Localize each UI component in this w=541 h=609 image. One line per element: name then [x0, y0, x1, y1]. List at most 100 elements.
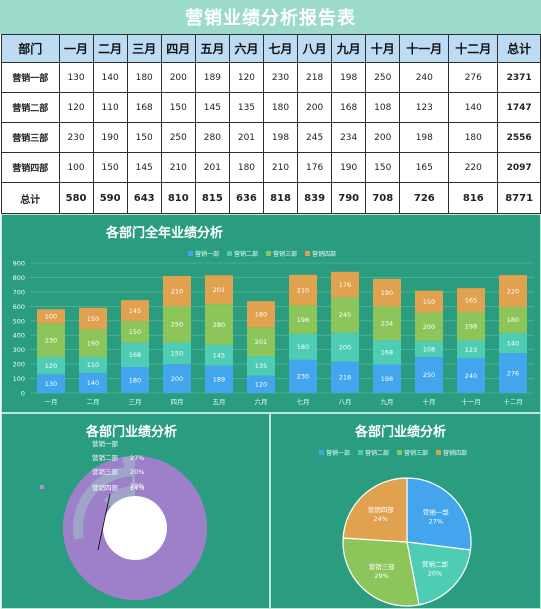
column-header: 部门 [1, 34, 60, 63]
bar-segment [121, 342, 149, 367]
value-cell: 150 [92, 152, 128, 183]
y-tick-label: 0 [21, 390, 25, 398]
bar-value-label: 135 [255, 362, 267, 370]
legend-swatch [358, 450, 364, 455]
radial-bar [63, 456, 207, 600]
bar-segment [37, 356, 65, 375]
x-tick-label: 十月 [423, 397, 436, 406]
bar-segment [163, 342, 191, 365]
x-tick-label: 十一月 [461, 397, 481, 406]
bar-segment [289, 359, 317, 393]
bar-segment [205, 365, 233, 393]
column-header: 六月 [228, 34, 264, 63]
radial-category-label: 营销四部 [92, 483, 119, 492]
bar-segment [79, 329, 107, 357]
value-cell: 201 [228, 122, 264, 153]
bar-segment [331, 297, 359, 333]
column-header: 九月 [331, 34, 367, 63]
bar-value-label: 140 [507, 339, 519, 347]
value-cell: 168 [126, 92, 162, 123]
value-cell: 250 [160, 122, 196, 153]
bar-segment [205, 304, 233, 345]
radial-value-label: 20% [130, 468, 144, 476]
value-cell: 218 [297, 62, 333, 93]
legend-label: 营销二部 [234, 251, 259, 258]
bar-segment [289, 333, 317, 360]
pie-panel: 各部门业绩分析 营销一部 营销二部 营销三部 营销四部 营销一部 27% 营销二部 20% 营… [270, 413, 541, 609]
column-header: 十二月 [448, 34, 499, 63]
pie-value-label: 27% [429, 518, 443, 526]
value-cell: 145 [194, 92, 230, 123]
bar-value-label: 240 [465, 372, 477, 380]
bar-value-label: 150 [87, 315, 99, 323]
pie-category-label: 营销一部 [423, 508, 450, 517]
pie-slice [342, 477, 408, 543]
column-header: 四月 [160, 34, 196, 63]
bar-value-label: 220 [507, 287, 519, 295]
radial-bar-panel: 各部门业绩分析 营销一部 27% 营销二部 20% 营销三部 29% 营销四部 24% [1, 413, 270, 609]
sum-value-cell: 636 [228, 182, 264, 214]
bar-segment [247, 301, 275, 328]
value-cell: 176 [297, 152, 333, 183]
column-header: 五月 [194, 34, 230, 63]
stacked-bar-chart: 0 100 200 300 400 500 600 700 800 900 130 120 230 100… [13, 260, 534, 406]
bar-segment [289, 274, 317, 306]
bar-segment [331, 361, 359, 393]
sum-row: 总计 580 590 643 810 815 636 818 839 790 708 726 816 87… [1, 182, 541, 214]
bar-segment [331, 271, 359, 298]
value-cell: 276 [448, 62, 499, 93]
bar-segment [205, 275, 233, 305]
sum-value-cell: 726 [399, 182, 450, 214]
value-cell: 210 [262, 152, 299, 183]
bar-value-label: 210 [171, 287, 183, 295]
pie-slice [406, 477, 472, 551]
legend-label: 营销一部 [326, 450, 351, 457]
legend-label: 营销三部 [404, 450, 429, 457]
y-tick-label: 700 [13, 288, 25, 296]
table-row: 营销四部 100 150 145 210 201 180 210 176 190 150 165 220… [1, 152, 541, 183]
legend-label: 营销三部 [273, 251, 298, 258]
sum-value-cell: 816 [448, 182, 499, 214]
bar-value-label: 130 [45, 380, 57, 388]
legend-item: 营销一部 [188, 249, 219, 258]
bar-segment [121, 300, 149, 322]
y-tick-label: 600 [13, 303, 25, 311]
bar-value-label: 234 [381, 320, 393, 328]
x-tick-label: 三月 [129, 398, 142, 406]
legend-swatch [227, 251, 233, 256]
bar-value-label: 176 [339, 281, 351, 289]
bar-value-label: 276 [507, 369, 519, 377]
bar-segment [499, 332, 527, 354]
pie-category-label: 营销三部 [369, 562, 396, 571]
bar-segment [415, 341, 443, 357]
bar-segment [373, 340, 401, 365]
pie-category-label: 营销四部 [368, 505, 395, 514]
value-cell: 230 [262, 62, 299, 93]
bar-segment [163, 306, 191, 343]
bar-value-label: 198 [297, 316, 309, 324]
bar-segment [247, 356, 275, 376]
value-cell: 280 [194, 122, 230, 153]
bar-value-label: 200 [423, 323, 435, 331]
value-cell: 230 [58, 122, 94, 153]
bar-value-label: 168 [129, 351, 141, 359]
radial-bar [93, 486, 177, 570]
legend-swatch [188, 251, 193, 256]
row-total-cell: 2371 [497, 62, 541, 93]
bar-segment [37, 374, 65, 393]
bar-value-label: 123 [465, 346, 477, 354]
bar-segment [79, 307, 107, 330]
bar-segment [163, 276, 191, 307]
dept-cell: 营销一部 [1, 62, 60, 93]
bar-segment [415, 290, 443, 313]
legend-item: 营销二部 [358, 448, 389, 457]
value-cell: 220 [448, 152, 499, 183]
value-cell: 189 [194, 62, 230, 93]
bar-value-label: 120 [255, 381, 267, 389]
bar-value-label: 100 [45, 313, 57, 321]
bar-value-label: 165 [465, 296, 477, 304]
bar-segment [121, 367, 149, 393]
x-tick-label: 九月 [381, 397, 394, 406]
bar-segment [205, 344, 233, 366]
bar-value-label: 145 [213, 352, 225, 360]
